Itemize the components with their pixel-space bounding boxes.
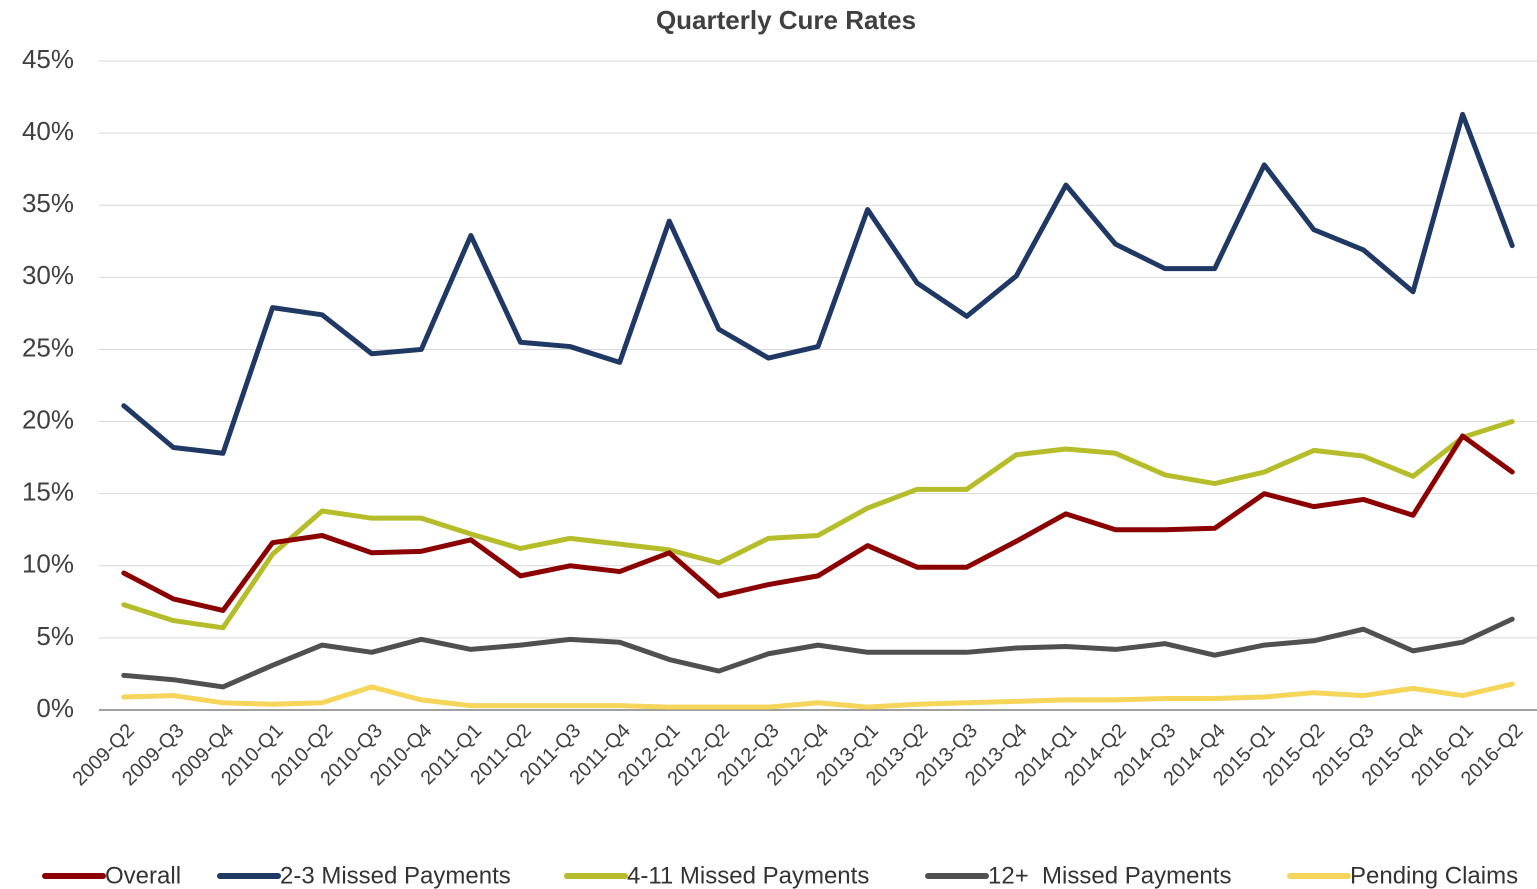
y-tick-label: 15%	[22, 477, 74, 507]
y-tick-label: 35%	[22, 188, 74, 218]
legend-label: 4-11 Missed Payments	[627, 862, 869, 889]
y-tick-label: 5%	[36, 621, 74, 651]
legend-label: Pending Claims	[1350, 862, 1518, 889]
legend-label: 12+ Missed Payments	[988, 862, 1231, 889]
y-tick-label: 30%	[22, 260, 74, 290]
y-tick-label: 40%	[22, 116, 74, 146]
y-tick-label: 45%	[22, 44, 74, 74]
legend-label: 2-3 Missed Payments	[280, 862, 511, 889]
y-tick-label: 0%	[36, 693, 74, 723]
series-line	[121, 616, 1515, 690]
legend-item: 2-3 Missed Payments	[217, 862, 511, 889]
series-line	[121, 433, 1515, 613]
legend-item: Overall	[42, 862, 181, 889]
series-line	[121, 419, 1515, 631]
legend-item: 12+ Missed Payments	[925, 862, 1231, 889]
y-tick-label: 25%	[22, 332, 74, 362]
series-line	[121, 111, 1515, 456]
legend-label: Overall	[105, 862, 181, 889]
chart-title: Quarterly Cure Rates	[656, 5, 916, 35]
y-tick-label: 10%	[22, 549, 74, 579]
legend-item: Pending Claims	[1287, 862, 1518, 889]
series-line	[121, 681, 1515, 710]
y-tick-label: 20%	[22, 404, 74, 434]
legend-item: 4-11 Missed Payments	[564, 862, 869, 889]
